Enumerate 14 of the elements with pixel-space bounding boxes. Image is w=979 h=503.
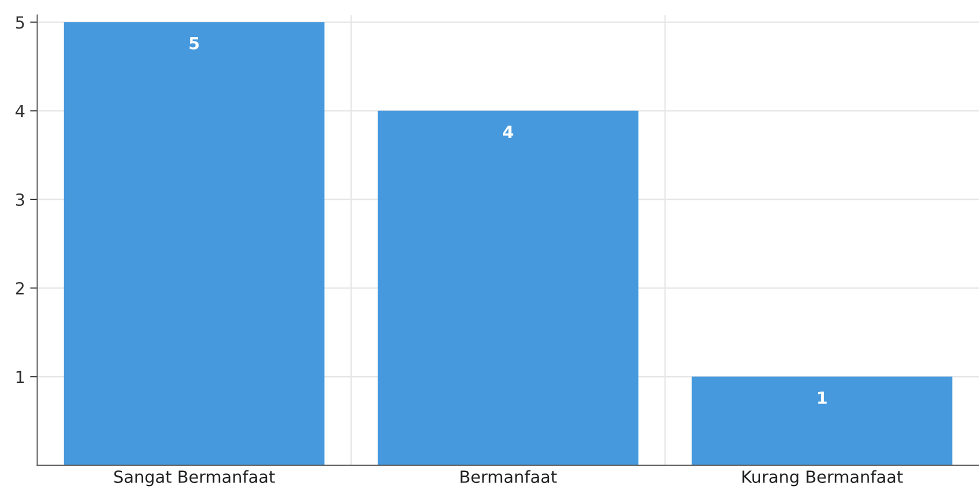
- y-tick-label: 2: [16, 282, 24, 294]
- x-tick-label: Sangat Bermanfaat: [114, 470, 275, 486]
- y-tick-label: 5: [16, 16, 24, 29]
- bar: [64, 22, 324, 466]
- data-label: 1: [818, 392, 827, 404]
- x-tick-label: Kurang Bermanfaat: [742, 470, 903, 486]
- data-label: 4: [503, 126, 514, 138]
- y-tick-label: 4: [16, 104, 24, 118]
- x-tick-label: Bermanfaat: [460, 470, 557, 484]
- y-tick-label: 3: [16, 193, 24, 206]
- y-tick-label: 1: [16, 370, 24, 383]
- data-label: 5: [190, 37, 199, 50]
- bar: [692, 376, 952, 466]
- bar: [378, 110, 638, 466]
